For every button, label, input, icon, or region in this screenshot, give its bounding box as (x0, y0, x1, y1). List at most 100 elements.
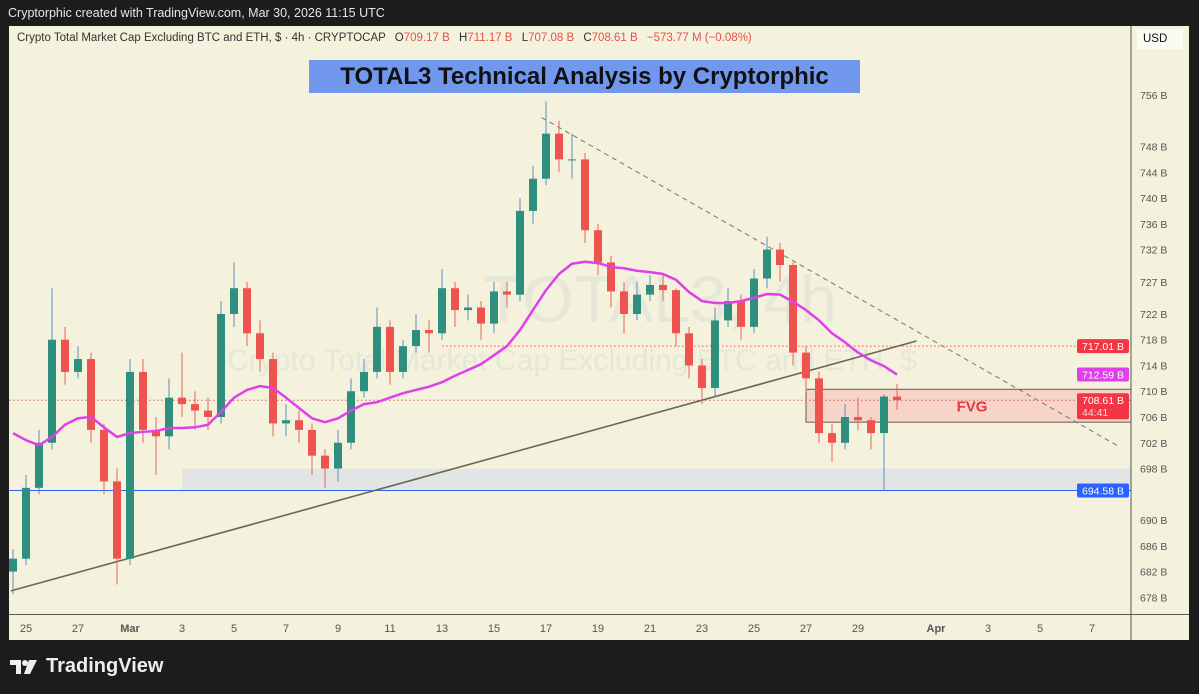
candle-body (776, 249, 784, 266)
candle-body (61, 339, 69, 372)
time-tick-label: 15 (488, 623, 500, 635)
currency-selector[interactable]: USD (1137, 29, 1183, 49)
price-badge (1077, 393, 1129, 420)
time-tick-label: 5 (1037, 623, 1043, 635)
candle-body (113, 481, 121, 559)
time-tick-label: 7 (1089, 623, 1095, 635)
price-tick-label: 736 B (1140, 219, 1167, 231)
price-badge-value: 708.61 B (1082, 395, 1124, 407)
time-tick-label: 9 (335, 623, 341, 635)
candle-body (854, 417, 862, 421)
change-value: −573.77 M (−0.08%) (646, 32, 752, 44)
candle-body (594, 230, 602, 263)
price-tick-label: 710 B (1140, 386, 1167, 398)
price-badge-value: 717.01 B (1082, 341, 1124, 353)
candle-body (22, 487, 30, 559)
candle-body (542, 133, 550, 179)
candle-body (477, 307, 485, 324)
candle-body (711, 320, 719, 389)
time-tick-label: 3 (179, 623, 185, 635)
time-tick-label: 17 (540, 623, 552, 635)
candle-body (295, 420, 303, 430)
time-tick-label: 5 (231, 623, 237, 635)
candle-body (347, 391, 355, 443)
price-tick-label: 722 B (1140, 309, 1167, 321)
candle-body (750, 278, 758, 327)
price-tick-label: 678 B (1140, 592, 1167, 604)
candle-body (867, 420, 875, 434)
candle-body (308, 429, 316, 456)
candle-body (789, 265, 797, 353)
candle-body (685, 333, 693, 366)
brand-name: TradingView (46, 655, 164, 677)
price-tick-label: 698 B (1140, 464, 1167, 476)
time-tick-label: 19 (592, 623, 604, 635)
tradingview-logo-icon (10, 659, 37, 674)
candle-body (724, 301, 732, 321)
time-tick-label: Mar (120, 623, 140, 635)
time-tick-label: 11 (384, 623, 395, 635)
price-tick-label: 744 B (1140, 167, 1167, 179)
candle-body (282, 420, 290, 424)
support-zone (182, 468, 1131, 491)
price-tick-label: 718 B (1140, 335, 1167, 347)
candle-body (802, 352, 810, 379)
candle-body (568, 159, 576, 161)
candle-body (334, 442, 342, 469)
candle-body (191, 404, 199, 411)
time-tick-label: 13 (436, 623, 448, 635)
rising-trendline[interactable] (10, 340, 917, 592)
candle-body (204, 410, 212, 417)
price-tick-label: 727 B (1140, 277, 1167, 289)
low-value: 707.08 B (528, 32, 575, 44)
price-badge (1077, 339, 1129, 354)
candle-body (828, 433, 836, 443)
symbol-description: Crypto Total Market Cap Excluding BTC an… (17, 32, 386, 44)
time-tick-label: 25 (748, 623, 760, 635)
candle-body (841, 417, 849, 443)
price-tick-label: 686 B (1140, 541, 1167, 553)
price-badge (1077, 483, 1129, 498)
bar-countdown: 44:41 (1082, 407, 1108, 419)
candle-body (672, 290, 680, 334)
tradingview-logo[interactable]: TradingView (10, 655, 163, 678)
price-tick-label: 732 B (1140, 245, 1167, 257)
descending-trendline[interactable] (541, 117, 1119, 447)
candle-body (373, 326, 381, 372)
time-tick-label: 29 (852, 623, 864, 635)
price-tick-label: 690 B (1140, 515, 1167, 527)
time-tick-label: 27 (72, 623, 84, 635)
close-value: 708.61 B (591, 32, 638, 44)
candle-body (256, 333, 264, 360)
candle-body (152, 429, 160, 437)
price-badge-value: 694.58 B (1082, 486, 1124, 498)
candle-body (321, 455, 329, 469)
candle-body (451, 288, 459, 311)
candle-body (659, 284, 667, 291)
candle-body (178, 397, 186, 405)
symbol-legend: Crypto Total Market Cap Excluding BTC an… (17, 32, 752, 44)
time-tick-label: 23 (696, 623, 708, 635)
time-tick-label: 3 (985, 623, 991, 635)
candle-body (893, 396, 901, 401)
candle-body (438, 288, 446, 334)
price-badge (1077, 367, 1129, 382)
time-tick-label: 25 (20, 623, 32, 635)
low-label: L (521, 32, 529, 44)
candle-body (698, 365, 706, 389)
candle-body (620, 291, 628, 314)
price-tick-label: 756 B (1140, 90, 1167, 102)
close-label: C (583, 32, 592, 44)
price-badge-value: 712.59 B (1082, 370, 1124, 382)
candle-body (9, 558, 17, 572)
candle-body (529, 178, 537, 211)
price-tick-label: 740 B (1140, 193, 1167, 205)
price-tick-label: 706 B (1140, 412, 1167, 424)
chart-title-banner: TOTAL3 Technical Analysis by Cryptorphic (309, 60, 860, 93)
high-value: 711.17 B (467, 32, 513, 44)
open-label: O (394, 32, 404, 44)
candle-body (646, 284, 654, 295)
candle-body (607, 262, 615, 292)
candle-body (633, 294, 641, 314)
